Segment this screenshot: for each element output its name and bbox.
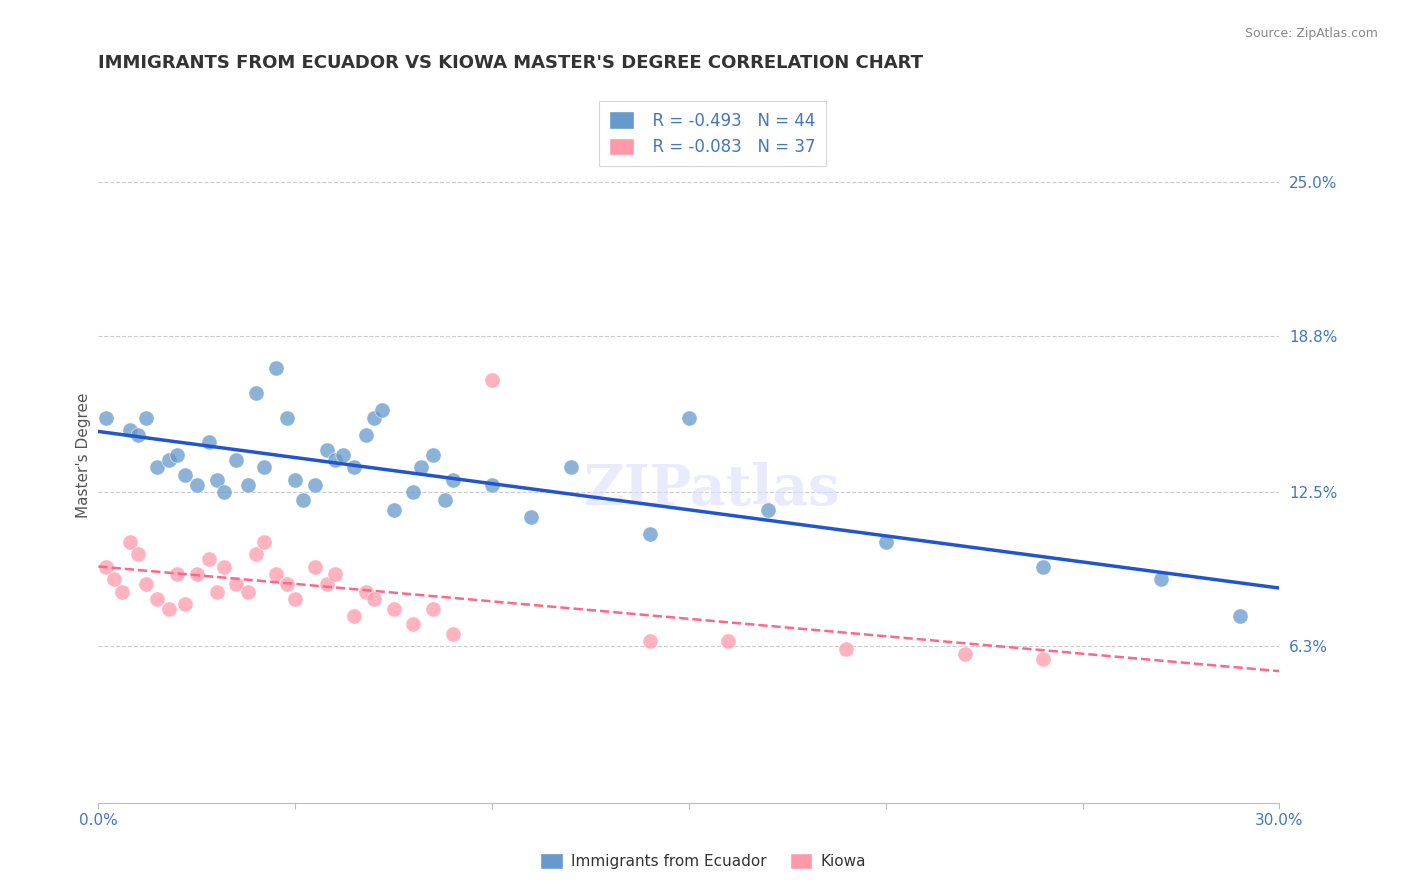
Point	[441, 627, 464, 641]
Point	[402, 485, 425, 500]
Point	[118, 535, 141, 549]
Point	[96, 559, 118, 574]
Point	[103, 572, 125, 586]
Point	[166, 448, 188, 462]
Point	[1032, 559, 1054, 574]
Point	[186, 477, 208, 491]
Point	[197, 552, 219, 566]
Point	[717, 634, 740, 648]
Point	[332, 448, 354, 462]
Point	[875, 535, 897, 549]
Point	[157, 602, 180, 616]
Point	[135, 577, 157, 591]
Point	[174, 467, 197, 482]
Point	[225, 453, 247, 467]
Legend:   R = -0.493   N = 44,   R = -0.083   N = 37: R = -0.493 N = 44, R = -0.083 N = 37	[599, 102, 825, 166]
Point	[481, 477, 503, 491]
Point	[323, 567, 346, 582]
Point	[638, 527, 661, 541]
Point	[315, 442, 337, 457]
Point	[135, 410, 157, 425]
Point	[284, 592, 307, 607]
Point	[343, 460, 366, 475]
Point	[186, 567, 208, 582]
Point	[174, 597, 197, 611]
Text: ZIPatlas: ZIPatlas	[585, 462, 841, 517]
Point	[127, 547, 149, 561]
Point	[264, 567, 287, 582]
Point	[315, 577, 337, 591]
Point	[127, 428, 149, 442]
Point	[402, 616, 425, 631]
Text: IMMIGRANTS FROM ECUADOR VS KIOWA MASTER'S DEGREE CORRELATION CHART: IMMIGRANTS FROM ECUADOR VS KIOWA MASTER'…	[98, 54, 924, 71]
Point	[205, 584, 228, 599]
Point	[354, 428, 377, 442]
Point	[323, 453, 346, 467]
Point	[111, 584, 134, 599]
Point	[1032, 651, 1054, 665]
Point	[146, 460, 169, 475]
Point	[638, 634, 661, 648]
Point	[292, 492, 315, 507]
Point	[422, 602, 444, 616]
Point	[756, 502, 779, 516]
Point	[118, 423, 141, 437]
Point	[245, 385, 267, 400]
Point	[343, 609, 366, 624]
Point	[146, 592, 169, 607]
Point	[354, 584, 377, 599]
Point	[253, 460, 276, 475]
Point	[433, 492, 456, 507]
Point	[520, 510, 543, 524]
Point	[371, 403, 394, 417]
Point	[96, 410, 118, 425]
Point	[264, 361, 287, 376]
Point	[214, 485, 236, 500]
Point	[304, 477, 326, 491]
Point	[245, 547, 267, 561]
Point	[205, 473, 228, 487]
Y-axis label: Master's Degree: Master's Degree	[76, 392, 91, 517]
Point	[236, 477, 259, 491]
Point	[284, 473, 307, 487]
Text: Source: ZipAtlas.com: Source: ZipAtlas.com	[1244, 27, 1378, 40]
Legend: Immigrants from Ecuador, Kiowa: Immigrants from Ecuador, Kiowa	[534, 847, 872, 875]
Point	[363, 592, 385, 607]
Point	[481, 373, 503, 387]
Point	[382, 502, 405, 516]
Point	[1150, 572, 1173, 586]
Point	[363, 410, 385, 425]
Point	[214, 559, 236, 574]
Point	[411, 460, 433, 475]
Point	[382, 602, 405, 616]
Point	[253, 535, 276, 549]
Point	[276, 410, 298, 425]
Point	[953, 647, 976, 661]
Point	[157, 453, 180, 467]
Point	[422, 448, 444, 462]
Point	[304, 559, 326, 574]
Point	[236, 584, 259, 599]
Point	[166, 567, 188, 582]
Point	[441, 473, 464, 487]
Point	[560, 460, 582, 475]
Point	[835, 641, 858, 656]
Point	[678, 410, 700, 425]
Point	[197, 435, 219, 450]
Point	[1229, 609, 1251, 624]
Point	[225, 577, 247, 591]
Point	[276, 577, 298, 591]
